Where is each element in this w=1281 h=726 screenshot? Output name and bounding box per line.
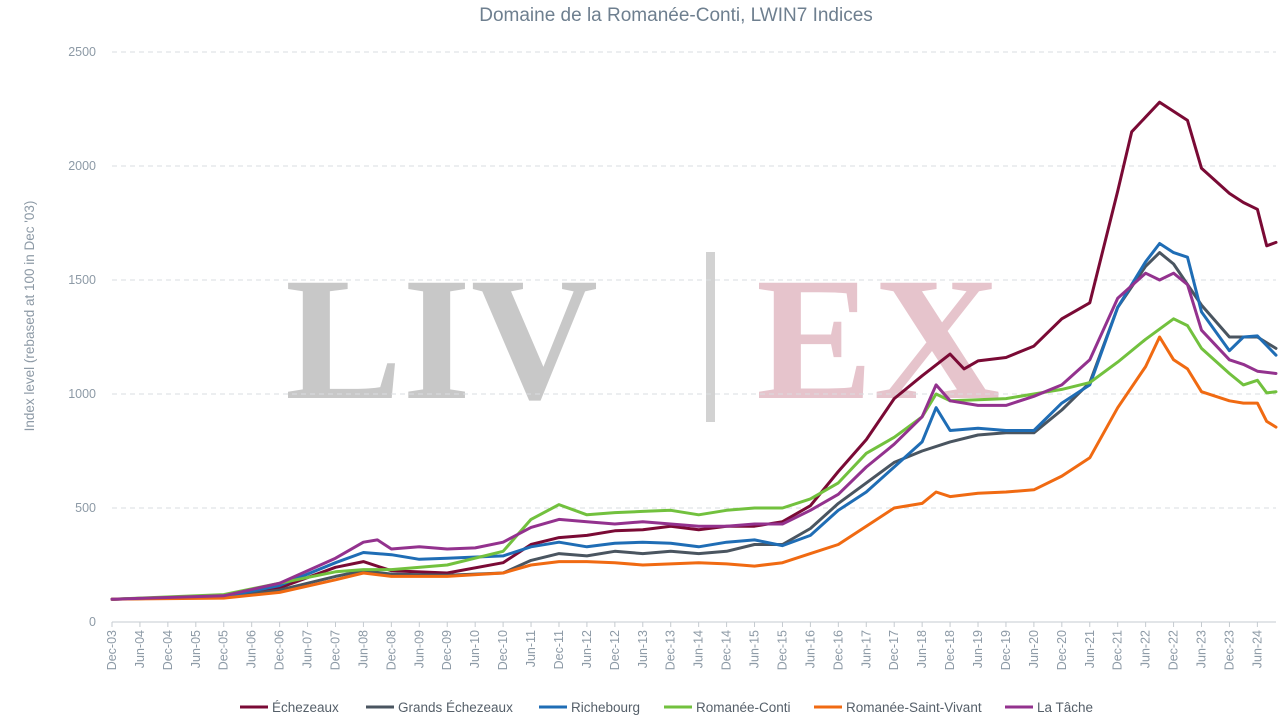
- x-tick-label: Dec-03: [105, 630, 119, 670]
- series-line-2: [110, 242, 1278, 601]
- x-axis-ticks: Dec-03 Jun-04 Dec-04 Jun-05 Dec-05 Jun-06 Dec-…: [105, 622, 1264, 670]
- y-tick-label: 500: [75, 501, 96, 515]
- x-tick-label: Dec-12: [608, 630, 622, 670]
- series-line-3: [110, 317, 1278, 601]
- watermark: LIV EX: [285, 242, 1001, 437]
- x-tick-label: Jun-10: [468, 630, 482, 668]
- x-tick-label: Dec-19: [999, 630, 1013, 670]
- x-tick-label: Jun-12: [580, 630, 594, 668]
- x-tick-label: Dec-10: [496, 630, 510, 670]
- x-tick-label: Dec-05: [217, 630, 231, 670]
- x-tick-label: Jun-24: [1250, 630, 1264, 668]
- gridlines: [112, 51, 1276, 509]
- x-tick-label: Jun-14: [692, 630, 706, 668]
- x-tick-label: Jun-18: [915, 630, 929, 668]
- y-tick-label: 1000: [68, 387, 96, 401]
- x-tick-label: Jun-19: [971, 630, 985, 668]
- y-tick-label: 2500: [68, 45, 96, 59]
- x-tick-label: Jun-16: [803, 630, 817, 668]
- x-tick-label: Dec-16: [831, 630, 845, 670]
- y-axis-ticks: 0 500 1000 1500 2000 2500: [68, 45, 96, 629]
- chart-title: Domaine de la Romanée-Conti, LWIN7 Indic…: [479, 5, 873, 26]
- legend-label: Richebourg: [571, 700, 640, 715]
- x-tick-label: Jun-09: [412, 630, 426, 668]
- series-line-4: [110, 335, 1278, 601]
- x-tick-label: Dec-22: [1167, 630, 1181, 670]
- x-tick-label: Dec-07: [328, 630, 342, 670]
- legend-label: La Tâche: [1037, 700, 1093, 715]
- x-tick-label: Dec-23: [1222, 630, 1236, 670]
- series-group: [110, 100, 1278, 601]
- x-tick-label: Jun-06: [245, 630, 259, 668]
- x-tick-label: Jun-20: [1027, 630, 1041, 668]
- watermark-divider: [706, 252, 715, 422]
- watermark-left: LIV: [285, 242, 598, 437]
- x-tick-label: Jun-07: [301, 630, 315, 668]
- x-tick-label: Jun-11: [524, 630, 538, 667]
- x-tick-label: Jun-22: [1139, 630, 1153, 668]
- legend-label: Échezeaux: [272, 700, 339, 715]
- x-tick-label: Jun-13: [636, 630, 650, 668]
- x-tick-label: Jun-21: [1083, 630, 1097, 668]
- x-tick-label: Jun-23: [1195, 630, 1209, 668]
- x-tick-label: Dec-17: [887, 630, 901, 670]
- x-tick-label: Dec-21: [1111, 630, 1125, 670]
- legend: Échezeaux Grands Échezeaux Richebourg Roman…: [240, 700, 1093, 715]
- legend-label: Romanée-Conti: [696, 700, 791, 715]
- x-tick-label: Dec-20: [1055, 630, 1069, 670]
- x-tick-label: Jun-17: [859, 630, 873, 668]
- series-line-5: [110, 271, 1278, 601]
- x-tick-label: Dec-13: [664, 630, 678, 670]
- legend-label: Romanée-Saint-Vivant: [846, 700, 982, 715]
- x-tick-label: Dec-09: [440, 630, 454, 670]
- x-tick-label: Dec-04: [161, 630, 175, 670]
- y-tick-label: 1500: [68, 273, 96, 287]
- x-tick-label: Jun-04: [133, 630, 147, 668]
- x-tick-label: Jun-08: [356, 630, 370, 668]
- y-axis-label: Index level (rebased at 100 in Dec '03): [22, 201, 37, 432]
- series-line-0: [110, 100, 1278, 601]
- x-tick-label: Dec-06: [273, 630, 287, 670]
- legend-label: Grands Échezeaux: [398, 700, 513, 715]
- x-tick-label: Dec-15: [775, 630, 789, 670]
- x-tick-label: Dec-08: [384, 630, 398, 670]
- x-tick-label: Dec-14: [720, 630, 734, 670]
- x-tick-label: Dec-18: [943, 630, 957, 670]
- x-tick-label: Jun-05: [189, 630, 203, 668]
- y-tick-label: 2000: [68, 159, 96, 173]
- x-tick-label: Jun-15: [748, 630, 762, 668]
- y-tick-label: 0: [89, 615, 96, 629]
- watermark-right: EX: [756, 242, 1001, 437]
- x-tick-label: Dec-11: [552, 630, 566, 669]
